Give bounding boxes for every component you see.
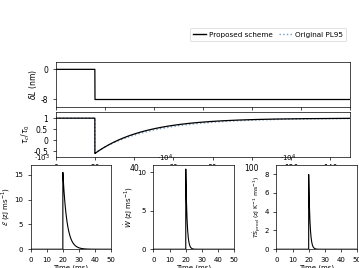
Y-axis label: $\tau_c/\tau_0$: $\tau_c/\tau_0$ [19, 124, 32, 144]
Legend: Proposed scheme, Original PL95: Proposed scheme, Original PL95 [190, 28, 346, 41]
Y-axis label: $\dot{W}$ (zJ ms$^{-1}$): $\dot{W}$ (zJ ms$^{-1}$) [123, 186, 135, 228]
X-axis label: Time (ms): Time (ms) [53, 264, 89, 268]
X-axis label: Time (ms): Time (ms) [299, 264, 334, 268]
Y-axis label: $\dot{\mathcal{E}}$ (zJ ms$^{-1}$): $\dot{\mathcal{E}}$ (zJ ms$^{-1}$) [0, 188, 13, 226]
Y-axis label: $T\dot{S}_{\mathrm{prod}}$ (zJ K$^{-1}$ ms$^{-1}$): $T\dot{S}_{\mathrm{prod}}$ (zJ K$^{-1}$ … [251, 176, 263, 238]
Text: $\cdot10^4$: $\cdot10^4$ [280, 153, 295, 164]
Y-axis label: $\delta L$ (nm): $\delta L$ (nm) [27, 69, 39, 100]
X-axis label: Time (ms): Time (ms) [184, 176, 222, 185]
Text: $\cdot10^4$: $\cdot10^4$ [157, 153, 173, 164]
X-axis label: Time (ms): Time (ms) [176, 264, 211, 268]
Text: $\cdot10^3$: $\cdot10^3$ [34, 153, 50, 164]
